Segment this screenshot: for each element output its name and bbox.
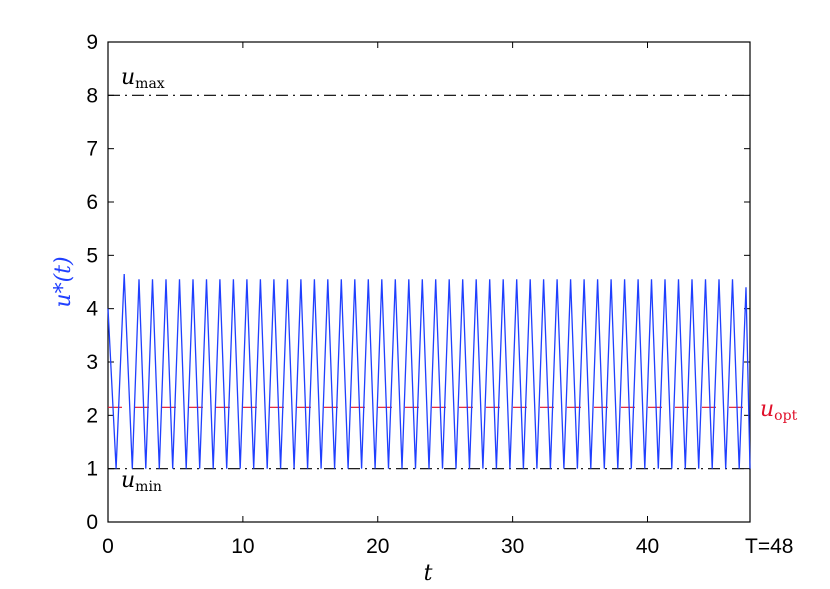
y-tick-label: 1	[86, 458, 98, 481]
y-tick-label: 3	[86, 351, 98, 374]
y-axis-label: u*(t)	[51, 256, 76, 307]
y-tick-label: 9	[86, 31, 98, 54]
x-axis: 0 10 20 30 40	[102, 42, 659, 558]
y-tick-label: 6	[86, 191, 98, 214]
y-tick-label: 7	[86, 138, 98, 161]
reference-lines	[108, 94, 750, 470]
y-tick-label: 5	[86, 244, 98, 267]
x-tick-label: 0	[102, 535, 114, 558]
y-tick-label: 4	[86, 298, 98, 321]
y-tick-label: 8	[86, 84, 98, 107]
x-end-label: T=48	[745, 535, 793, 558]
x-tick-label: 20	[366, 535, 389, 558]
y-tick-label: 0	[86, 511, 98, 534]
y-axis: 0 1 2 3 4 5 6 7 8 9	[86, 31, 750, 534]
x-tick-label: 30	[501, 535, 524, 558]
x-tick-label: 10	[231, 535, 254, 558]
label-u-opt: uopt	[760, 397, 798, 424]
x-tick-label: 40	[636, 535, 659, 558]
x-axis-label: t	[424, 561, 433, 586]
label-u-max: umax	[121, 65, 165, 92]
y-tick-label: 2	[86, 404, 98, 427]
label-u-min: umin	[121, 468, 162, 495]
series-line-u-star	[107, 273, 751, 469]
plot-frame	[107, 41, 751, 523]
